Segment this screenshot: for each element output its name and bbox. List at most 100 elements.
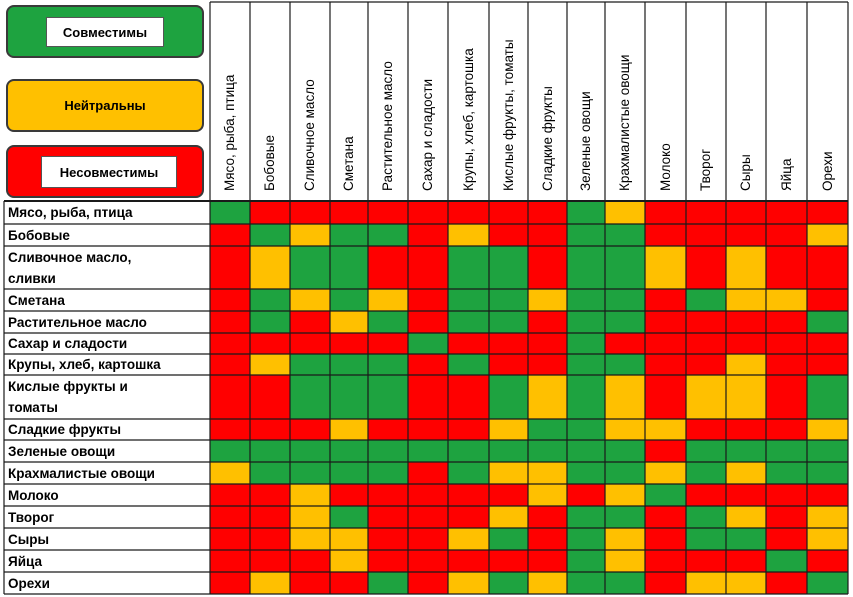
- heatmap-cell: [448, 550, 489, 572]
- heatmap-cell: [567, 375, 605, 419]
- heatmap-cell: [807, 462, 848, 484]
- heatmap-cell: [686, 419, 726, 440]
- heatmap-cell: [250, 333, 290, 354]
- heatmap-cell: [645, 440, 686, 462]
- heatmap-cell: [448, 311, 489, 333]
- heatmap-cell: [567, 528, 605, 550]
- heatmap-cell: [489, 354, 528, 375]
- heatmap-cell: [686, 484, 726, 506]
- heatmap-cell: [368, 572, 408, 594]
- heatmap-cell: [408, 528, 448, 550]
- heatmap-cell: [645, 333, 686, 354]
- heatmap-cell: [528, 289, 567, 311]
- heatmap-cell: [645, 311, 686, 333]
- heatmap-cell: [528, 462, 567, 484]
- heatmap-cell: [448, 462, 489, 484]
- heatmap-cell: [210, 375, 250, 419]
- heatmap-cell: [807, 354, 848, 375]
- heatmap-cell: [489, 311, 528, 333]
- heatmap-cell: [605, 506, 645, 528]
- heatmap-cell: [726, 419, 766, 440]
- heatmap-cell: [210, 333, 250, 354]
- heatmap-cell: [528, 484, 567, 506]
- heatmap-cell: [726, 484, 766, 506]
- heatmap-cell: [448, 289, 489, 311]
- heatmap-cell: [567, 440, 605, 462]
- heatmap-cell: [330, 572, 368, 594]
- heatmap-cell: [528, 440, 567, 462]
- heatmap-cell: [528, 311, 567, 333]
- heatmap-cell: [330, 375, 368, 419]
- legend-compatible-label: Совместимы: [46, 17, 164, 47]
- heatmap-cell: [686, 224, 726, 246]
- row-label: Яйца: [8, 553, 42, 569]
- column-label: Крахмалистые овощи: [617, 54, 632, 191]
- heatmap-cell: [448, 333, 489, 354]
- heatmap-cell: [726, 550, 766, 572]
- heatmap-cell: [489, 224, 528, 246]
- heatmap-cell: [210, 224, 250, 246]
- heatmap-cell: [250, 375, 290, 419]
- heatmap-cell: [766, 484, 807, 506]
- heatmap-cell: [250, 354, 290, 375]
- legend-incompatible: Несовместимы: [6, 145, 204, 198]
- heatmap-cell: [210, 528, 250, 550]
- heatmap-cell: [290, 572, 330, 594]
- column-label: Сметана: [341, 136, 356, 191]
- heatmap-cell: [766, 246, 807, 289]
- heatmap-cell: [766, 333, 807, 354]
- heatmap-cell: [528, 419, 567, 440]
- heatmap-cell: [489, 506, 528, 528]
- heatmap-cell: [489, 333, 528, 354]
- heatmap-cell: [726, 440, 766, 462]
- heatmap-cell: [726, 528, 766, 550]
- heatmap-cell: [210, 550, 250, 572]
- column-label: Молоко: [657, 143, 673, 191]
- heatmap-cell: [605, 419, 645, 440]
- heatmap-cell: [605, 550, 645, 572]
- heatmap-cell: [489, 572, 528, 594]
- heatmap-cell: [766, 419, 807, 440]
- legend-compatible: Совместимы: [6, 5, 204, 58]
- heatmap-cell: [330, 354, 368, 375]
- heatmap-cell: [448, 528, 489, 550]
- heatmap-cell: [210, 572, 250, 594]
- row-label: Орехи: [8, 575, 50, 591]
- heatmap-cell: [210, 289, 250, 311]
- heatmap-cell: [330, 462, 368, 484]
- heatmap-cell: [567, 484, 605, 506]
- heatmap-cell: [807, 289, 848, 311]
- heatmap-cell: [290, 462, 330, 484]
- heatmap-cell: [250, 311, 290, 333]
- column-label: Бобовые: [262, 135, 277, 191]
- heatmap-cell: [368, 201, 408, 224]
- heatmap-cell: [250, 550, 290, 572]
- heatmap-cell: [528, 528, 567, 550]
- heatmap-cell: [290, 506, 330, 528]
- heatmap-cell: [408, 550, 448, 572]
- heatmap-cell: [290, 224, 330, 246]
- heatmap-cell: [250, 224, 290, 246]
- heatmap-cell: [408, 201, 448, 224]
- heatmap-cell: [408, 289, 448, 311]
- row-label: Сливочное масло,: [8, 250, 132, 265]
- heatmap-cell: [567, 462, 605, 484]
- heatmap-cell: [766, 224, 807, 246]
- heatmap-cell: [605, 528, 645, 550]
- heatmap-cell: [726, 289, 766, 311]
- heatmap-cell: [210, 506, 250, 528]
- heatmap-cell: [368, 289, 408, 311]
- heatmap-cell: [250, 246, 290, 289]
- column-label: Растительное масло: [380, 61, 395, 191]
- heatmap-cell: [368, 354, 408, 375]
- row-label: Творог: [8, 509, 55, 525]
- heatmap-cell: [528, 550, 567, 572]
- heatmap-cell: [368, 484, 408, 506]
- column-label: Крупы, хлеб, картошка: [460, 48, 476, 191]
- heatmap-cell: [605, 201, 645, 224]
- heatmap-cell: [686, 528, 726, 550]
- heatmap-cell: [290, 333, 330, 354]
- column-label: Сахар и сладости: [420, 78, 435, 191]
- heatmap-cell: [766, 289, 807, 311]
